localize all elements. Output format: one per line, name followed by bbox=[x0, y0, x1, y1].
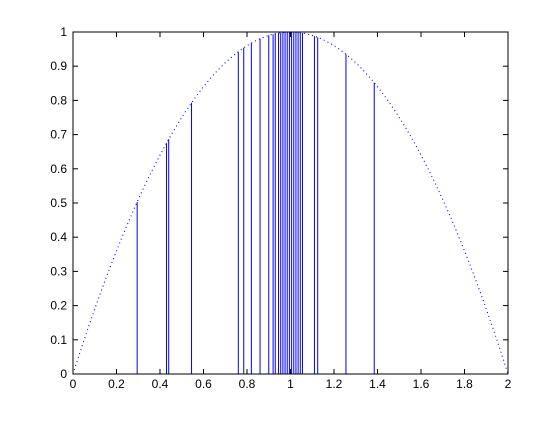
curve-layer bbox=[72, 31, 509, 375]
y-tick-label-4: 0.4 bbox=[50, 230, 67, 244]
y-tick-label-2: 0.2 bbox=[50, 299, 67, 313]
y-tick-label-1: 0.1 bbox=[50, 333, 67, 347]
x-tick-label-2: 0.4 bbox=[152, 377, 169, 391]
stem-layer bbox=[136, 32, 375, 374]
y-tick-label-9: 0.9 bbox=[50, 59, 67, 73]
x-tick-label-4: 0.8 bbox=[239, 377, 256, 391]
y-tick-label-8: 0.8 bbox=[50, 93, 67, 107]
y-tick-label-3: 0.3 bbox=[50, 264, 67, 278]
x-tick-label-3: 0.6 bbox=[195, 377, 212, 391]
x-tick-label-1: 0.2 bbox=[108, 377, 125, 391]
axes-background bbox=[73, 32, 508, 374]
y-tick-label-7: 0.7 bbox=[50, 128, 67, 142]
x-tick-label-6: 1.2 bbox=[326, 377, 343, 391]
y-tick-label-5: 0.5 bbox=[50, 196, 67, 210]
y-tick-label-10: 1 bbox=[60, 25, 67, 39]
y-tick-label-0: 0 bbox=[60, 367, 67, 381]
x-tick-label-0: 0 bbox=[70, 377, 77, 391]
x-tick-label-9: 1.8 bbox=[456, 377, 473, 391]
x-tick-label-8: 1.6 bbox=[413, 377, 430, 391]
series-curve-line bbox=[72, 31, 509, 375]
y-tick-label-6: 0.6 bbox=[50, 162, 67, 176]
x-tick-label-5: 1 bbox=[287, 377, 294, 391]
tick-layer bbox=[72, 31, 509, 375]
tick-label-layer: 0 0.2 0.4 0.6 0.8 1 1.2 1.4 1.6 1.8 2 0 0.1 0.2 0.3 0.4… bbox=[50, 25, 511, 391]
x-tick-label-10: 2 bbox=[505, 377, 512, 391]
x-tick-label-7: 1.4 bbox=[369, 377, 386, 391]
